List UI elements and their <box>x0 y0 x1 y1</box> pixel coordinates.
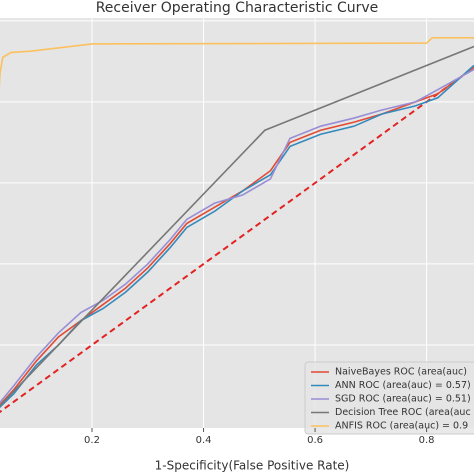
x-tick-label: 0.2 <box>84 435 100 446</box>
chart-title: Receiver Operating Characteristic Curve <box>96 0 379 16</box>
x-axis-label: 1-Specificity(False Positive Rate) <box>155 459 350 473</box>
roc-line <box>0 68 474 404</box>
x-tick-label: 0.8 <box>419 435 435 446</box>
x-tick-label: 0.4 <box>196 435 212 446</box>
x-tick-label: 0.6 <box>307 435 323 446</box>
legend: NaiveBayes ROC (area(auc) ANN ROC (area(a… <box>304 361 474 435</box>
legend-label: ANFIS ROC (area(auc) = 0.9 <box>335 421 468 432</box>
plot-area <box>0 18 474 428</box>
legend-label: ANN ROC (area(auc) = 0.57) <box>335 380 471 391</box>
roc-line <box>0 37 474 88</box>
grid <box>0 18 474 428</box>
legend-label: Decision Tree ROC (area(auc <box>335 407 471 418</box>
lines <box>0 37 474 414</box>
legend-label: NaiveBayes ROC (area(auc) <box>335 367 467 378</box>
legend-label: SGD ROC (area(auc) = 0.51) <box>335 394 471 405</box>
roc-line <box>0 45 474 407</box>
legend-box <box>304 361 474 435</box>
